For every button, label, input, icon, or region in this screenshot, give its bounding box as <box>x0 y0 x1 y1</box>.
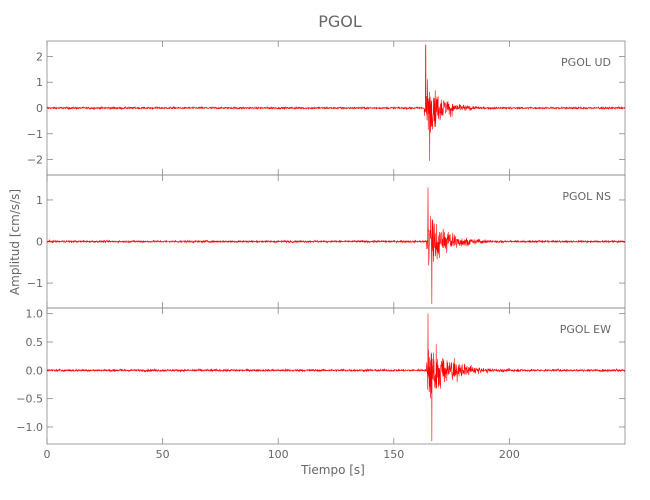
y-tick-label: −0.5 <box>16 393 43 406</box>
panel-label: PGOL UD <box>561 56 611 69</box>
y-tick-label: 0.0 <box>26 364 44 377</box>
panel-2: 1 0 −1 PGOL NS <box>27 174 626 309</box>
waveform-trace <box>47 187 625 304</box>
waveform-trace <box>47 313 625 442</box>
y-axis-label: Amplitud [cm/s/s] <box>8 189 22 295</box>
panel-label: PGOL EW <box>560 323 611 336</box>
x-tick-label: 200 <box>499 448 520 461</box>
y-tick-label: −2 <box>27 154 43 167</box>
y-tick-label: −1 <box>27 277 43 290</box>
x-tick-label: 100 <box>268 448 289 461</box>
y-tick-label: −1.0 <box>16 421 43 434</box>
panel-label: PGOL NS <box>562 190 611 203</box>
y-tick-label: 0 <box>36 236 43 249</box>
y-tick-label: 1.0 <box>26 308 44 321</box>
y-tick-label: 0.5 <box>26 336 44 349</box>
y-tick-label: 1 <box>36 76 43 89</box>
panel-frame <box>46 307 626 445</box>
x-tick-label: 150 <box>383 448 404 461</box>
y-tick-label: 2 <box>36 50 43 63</box>
chart-title: PGOL <box>318 12 362 31</box>
y-tick-label: 1 <box>36 194 43 207</box>
panels-group: 2 1 0 −1 −2 PGOL UD 1 0 −1 PGOL NS 1.0 0.5 0.0 −0.5 −1… <box>16 40 626 461</box>
y-tick-label: −1 <box>27 128 43 141</box>
panel-1: 2 1 0 −1 −2 PGOL UD <box>27 40 626 176</box>
x-axis-label: Tiempo [s] <box>300 463 365 477</box>
panel-3: 1.0 0.5 0.0 −0.5 −1.0 PGOL EW <box>16 307 626 445</box>
waveform-trace <box>47 44 625 161</box>
x-tick-label: 0 <box>44 448 51 461</box>
x-tick-label: 50 <box>156 448 170 461</box>
y-tick-label: 0 <box>36 102 43 115</box>
